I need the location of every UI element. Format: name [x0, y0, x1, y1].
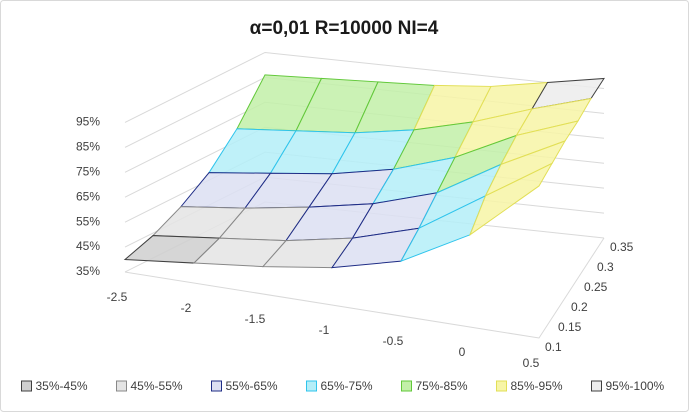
chart-title: α=0,01 R=10000 NI=4 [250, 18, 439, 39]
legend-label: 95%-100% [606, 379, 665, 393]
legend-label: 75%-85% [416, 379, 468, 393]
x-tick-label: -1.5 [245, 312, 266, 326]
depth-tick-label: 0.15 [558, 320, 582, 334]
legend-swatch [591, 380, 602, 392]
z-tick-label: 45% [76, 239, 100, 253]
legend-swatch [401, 380, 412, 392]
legend-label: 45%-55% [131, 379, 183, 393]
legend-swatch [21, 380, 32, 392]
depth-tick-label: 0.35 [610, 240, 634, 254]
legend-swatch [116, 380, 127, 392]
x-tick-label: -0.5 [383, 334, 404, 348]
z-tick-label: 75% [76, 164, 100, 178]
x-tick-label: -1 [319, 323, 330, 337]
x-tick-label: -2.5 [107, 290, 128, 304]
z-tick-label: 85% [76, 140, 100, 154]
legend-swatch [211, 380, 222, 392]
z-tick-label: 35% [76, 264, 100, 278]
axis-line [124, 237, 605, 339]
z-tick-label: 65% [76, 189, 100, 203]
x-tick-label: 0.5 [523, 356, 540, 370]
x-tick-label: -2 [181, 301, 192, 315]
x-tick-label: 0 [459, 345, 466, 359]
z-tick-label: 95% [76, 115, 100, 129]
z-tick-label: 55% [76, 214, 100, 228]
surface-cell [468, 162, 554, 237]
legend-label: 85%-95% [511, 379, 563, 393]
depth-tick-label: 0.25 [584, 280, 608, 294]
depth-tick-label: 0.1 [545, 340, 562, 354]
grid-line [124, 51, 605, 123]
legend-swatch [496, 380, 507, 392]
legend-label: 35%-45% [36, 379, 88, 393]
legend-label: 65%-75% [321, 379, 373, 393]
depth-tick-label: 0.3 [597, 260, 614, 274]
legend-swatch [306, 380, 317, 392]
depth-tick-label: 0.2 [571, 300, 588, 314]
legend-label: 55%-65% [226, 379, 278, 393]
